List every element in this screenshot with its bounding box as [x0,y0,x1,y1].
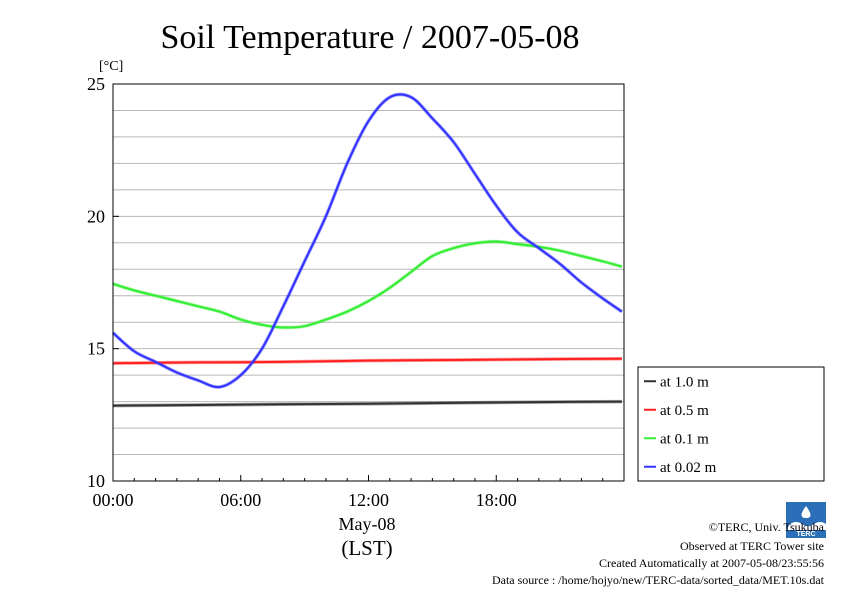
x-axis-timezone-label: (LST) [341,536,392,560]
data-source-text: Data source : /home/hojyo/new/TERC-data/… [491,573,824,587]
series-line-0 [112,400,622,407]
y-axis-unit-label: [°C] [99,59,123,74]
x-tick-label: 12:00 [348,490,389,510]
legend: at 1.0 m at 0.5 m at 0.1 m at 0.02 m [637,366,825,482]
created-timestamp-text: Created Automatically at 2007-05-08/23:5… [599,556,824,570]
series-line-1 [112,357,622,365]
legend-label-1: at 0.5 m [660,403,709,419]
observed-site-text: Observed at TERC Tower site [679,539,824,553]
series-line-3 [112,93,623,389]
x-tick-label: 06:00 [220,490,261,510]
legend-box [637,366,825,482]
copyright-text: ©TERC, Univ. Tsukuba [708,520,824,534]
terc-logo-text: TERC [796,531,815,538]
y-tick-label: 20 [87,206,105,226]
terc-logo: TERC [786,502,826,538]
series-line-2 [112,240,623,329]
chart-title: Soil Temperature / 2007-05-08 [160,19,579,56]
axis-ticks: 10 15 20 25 00:00 06:00 12:00 18:00 [87,74,604,510]
series-line-glow-3 [111,92,623,389]
x-tick-label: 18:00 [476,490,517,510]
legend-label-3: at 0.02 m [660,460,717,476]
legend-label-0: at 1.0 m [660,374,709,390]
plot-frame [112,83,625,482]
series-lines [111,92,623,408]
y-tick-label: 15 [87,339,105,359]
legend-label-2: at 0.1 m [660,431,709,447]
x-axis-date-label: May-08 [339,514,396,534]
y-tick-label: 10 [87,471,105,491]
y-tick-label: 25 [87,74,105,94]
gridlines [113,109,624,456]
x-tick-label: 00:00 [92,490,133,510]
